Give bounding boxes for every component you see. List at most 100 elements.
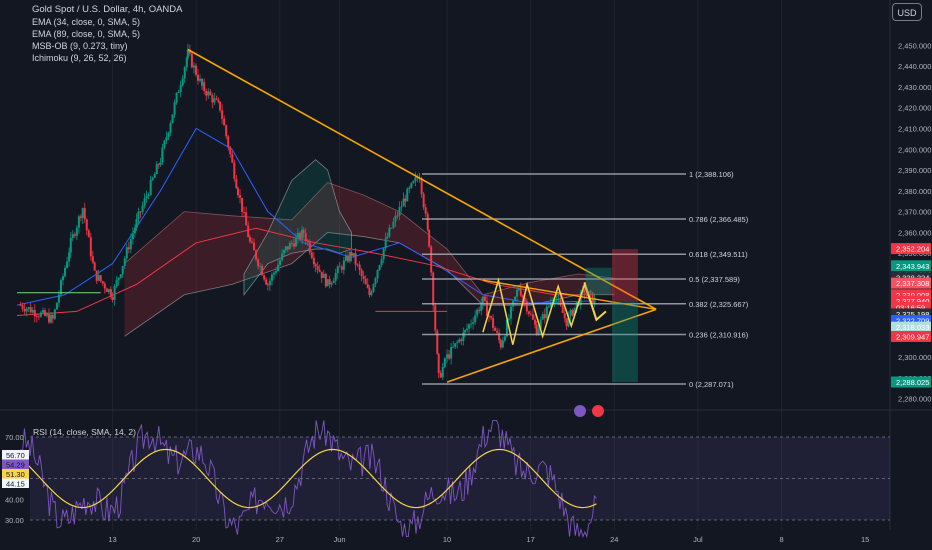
indicator-ema-89[interactable]: EMA (89, close, 0, SMA, 5) bbox=[32, 29, 141, 39]
candle bbox=[101, 281, 104, 284]
candle bbox=[133, 227, 136, 234]
candle bbox=[64, 267, 67, 277]
candle bbox=[424, 207, 427, 214]
candle bbox=[265, 279, 268, 285]
candle bbox=[255, 250, 258, 260]
candle bbox=[498, 332, 501, 341]
candle bbox=[454, 343, 457, 347]
candle bbox=[306, 241, 309, 243]
candle bbox=[159, 162, 162, 165]
candle bbox=[75, 227, 78, 236]
candle bbox=[145, 196, 148, 199]
time-tick-label: 20 bbox=[192, 535, 200, 544]
candle bbox=[29, 307, 32, 313]
candle bbox=[430, 246, 433, 273]
candle bbox=[119, 274, 122, 278]
candle bbox=[21, 305, 24, 309]
currency-button[interactable]: USD bbox=[892, 3, 922, 21]
candle bbox=[521, 295, 524, 298]
candle bbox=[157, 164, 160, 166]
candle bbox=[386, 236, 389, 239]
candle bbox=[161, 147, 164, 163]
candle bbox=[509, 306, 512, 319]
candle bbox=[91, 256, 94, 263]
candle bbox=[589, 291, 592, 293]
candle bbox=[494, 327, 497, 331]
candle bbox=[248, 236, 251, 242]
price-tick-label: 2,450.000 bbox=[898, 41, 931, 50]
price-label-text: 03:16:59 bbox=[896, 303, 925, 312]
candle bbox=[432, 272, 435, 306]
candle bbox=[127, 247, 130, 250]
candle bbox=[499, 340, 502, 348]
candle bbox=[507, 318, 510, 321]
candle bbox=[314, 264, 317, 267]
ema-89-line bbox=[16, 227, 591, 317]
candle bbox=[470, 323, 473, 325]
candle bbox=[272, 272, 275, 275]
zigzag-projection bbox=[482, 277, 598, 345]
price-label-text: 2,343.943 bbox=[896, 262, 929, 271]
candle bbox=[85, 219, 88, 231]
candle bbox=[296, 232, 299, 238]
candle bbox=[61, 276, 64, 281]
candle bbox=[362, 276, 365, 279]
indicator-msb-ob[interactable]: MSB-OB (9, 0.273, tiny) bbox=[32, 41, 128, 51]
time-axis: 2132027Jun101724Jul815 bbox=[108, 535, 869, 544]
price-label-badge bbox=[891, 308, 931, 320]
candle bbox=[358, 264, 361, 270]
fib-level-label: 0.618 (2,349.511) bbox=[689, 250, 748, 259]
candle bbox=[468, 324, 471, 329]
candle bbox=[549, 302, 552, 307]
candle bbox=[593, 298, 596, 304]
candle bbox=[203, 82, 206, 91]
candle bbox=[89, 237, 92, 257]
candle bbox=[492, 318, 495, 328]
candle bbox=[531, 314, 534, 320]
candle bbox=[235, 178, 238, 189]
candle bbox=[527, 311, 530, 314]
candle bbox=[561, 305, 564, 314]
candle bbox=[245, 212, 248, 226]
candle bbox=[466, 328, 469, 331]
lightning-event-icon bbox=[574, 405, 586, 417]
rsi-value-badge bbox=[2, 459, 29, 469]
ema-34-line bbox=[16, 127, 591, 306]
candle bbox=[422, 193, 425, 208]
price-label-badge bbox=[891, 301, 931, 313]
candle bbox=[553, 299, 556, 302]
candle bbox=[346, 255, 349, 262]
candle bbox=[51, 314, 54, 319]
price-tick-label: 2,300.000 bbox=[898, 353, 931, 362]
indicator-ema-34[interactable]: EMA (34, close, 0, SMA, 5) bbox=[32, 17, 141, 27]
rsi-legend[interactable]: RSI (14, close, SMA, 14, 2) bbox=[33, 427, 136, 437]
candle bbox=[350, 252, 353, 256]
candle bbox=[406, 188, 409, 202]
candle bbox=[458, 339, 461, 343]
candle bbox=[243, 211, 246, 213]
price-label-text: 2,337.308 bbox=[896, 279, 929, 288]
candle bbox=[299, 232, 302, 239]
candle bbox=[364, 278, 367, 285]
candle bbox=[109, 289, 112, 297]
candle bbox=[35, 316, 38, 318]
candle bbox=[376, 270, 379, 279]
candle bbox=[370, 291, 373, 296]
candle bbox=[529, 313, 532, 315]
candle bbox=[227, 136, 230, 148]
candle bbox=[209, 91, 212, 96]
price-label-text: 2,288.025 bbox=[896, 378, 929, 387]
rsi-line bbox=[20, 419, 597, 539]
candle bbox=[186, 49, 189, 58]
indicator-ichimoku[interactable]: Ichimoku (9, 26, 52, 26) bbox=[32, 53, 127, 63]
candle bbox=[583, 289, 586, 294]
candle bbox=[199, 78, 202, 81]
candle bbox=[452, 346, 455, 348]
price-tick-label: 2,360.000 bbox=[898, 228, 931, 237]
candle bbox=[516, 290, 519, 297]
candle bbox=[31, 310, 34, 313]
candle bbox=[43, 310, 46, 316]
candle bbox=[426, 213, 429, 230]
candle bbox=[490, 316, 493, 319]
